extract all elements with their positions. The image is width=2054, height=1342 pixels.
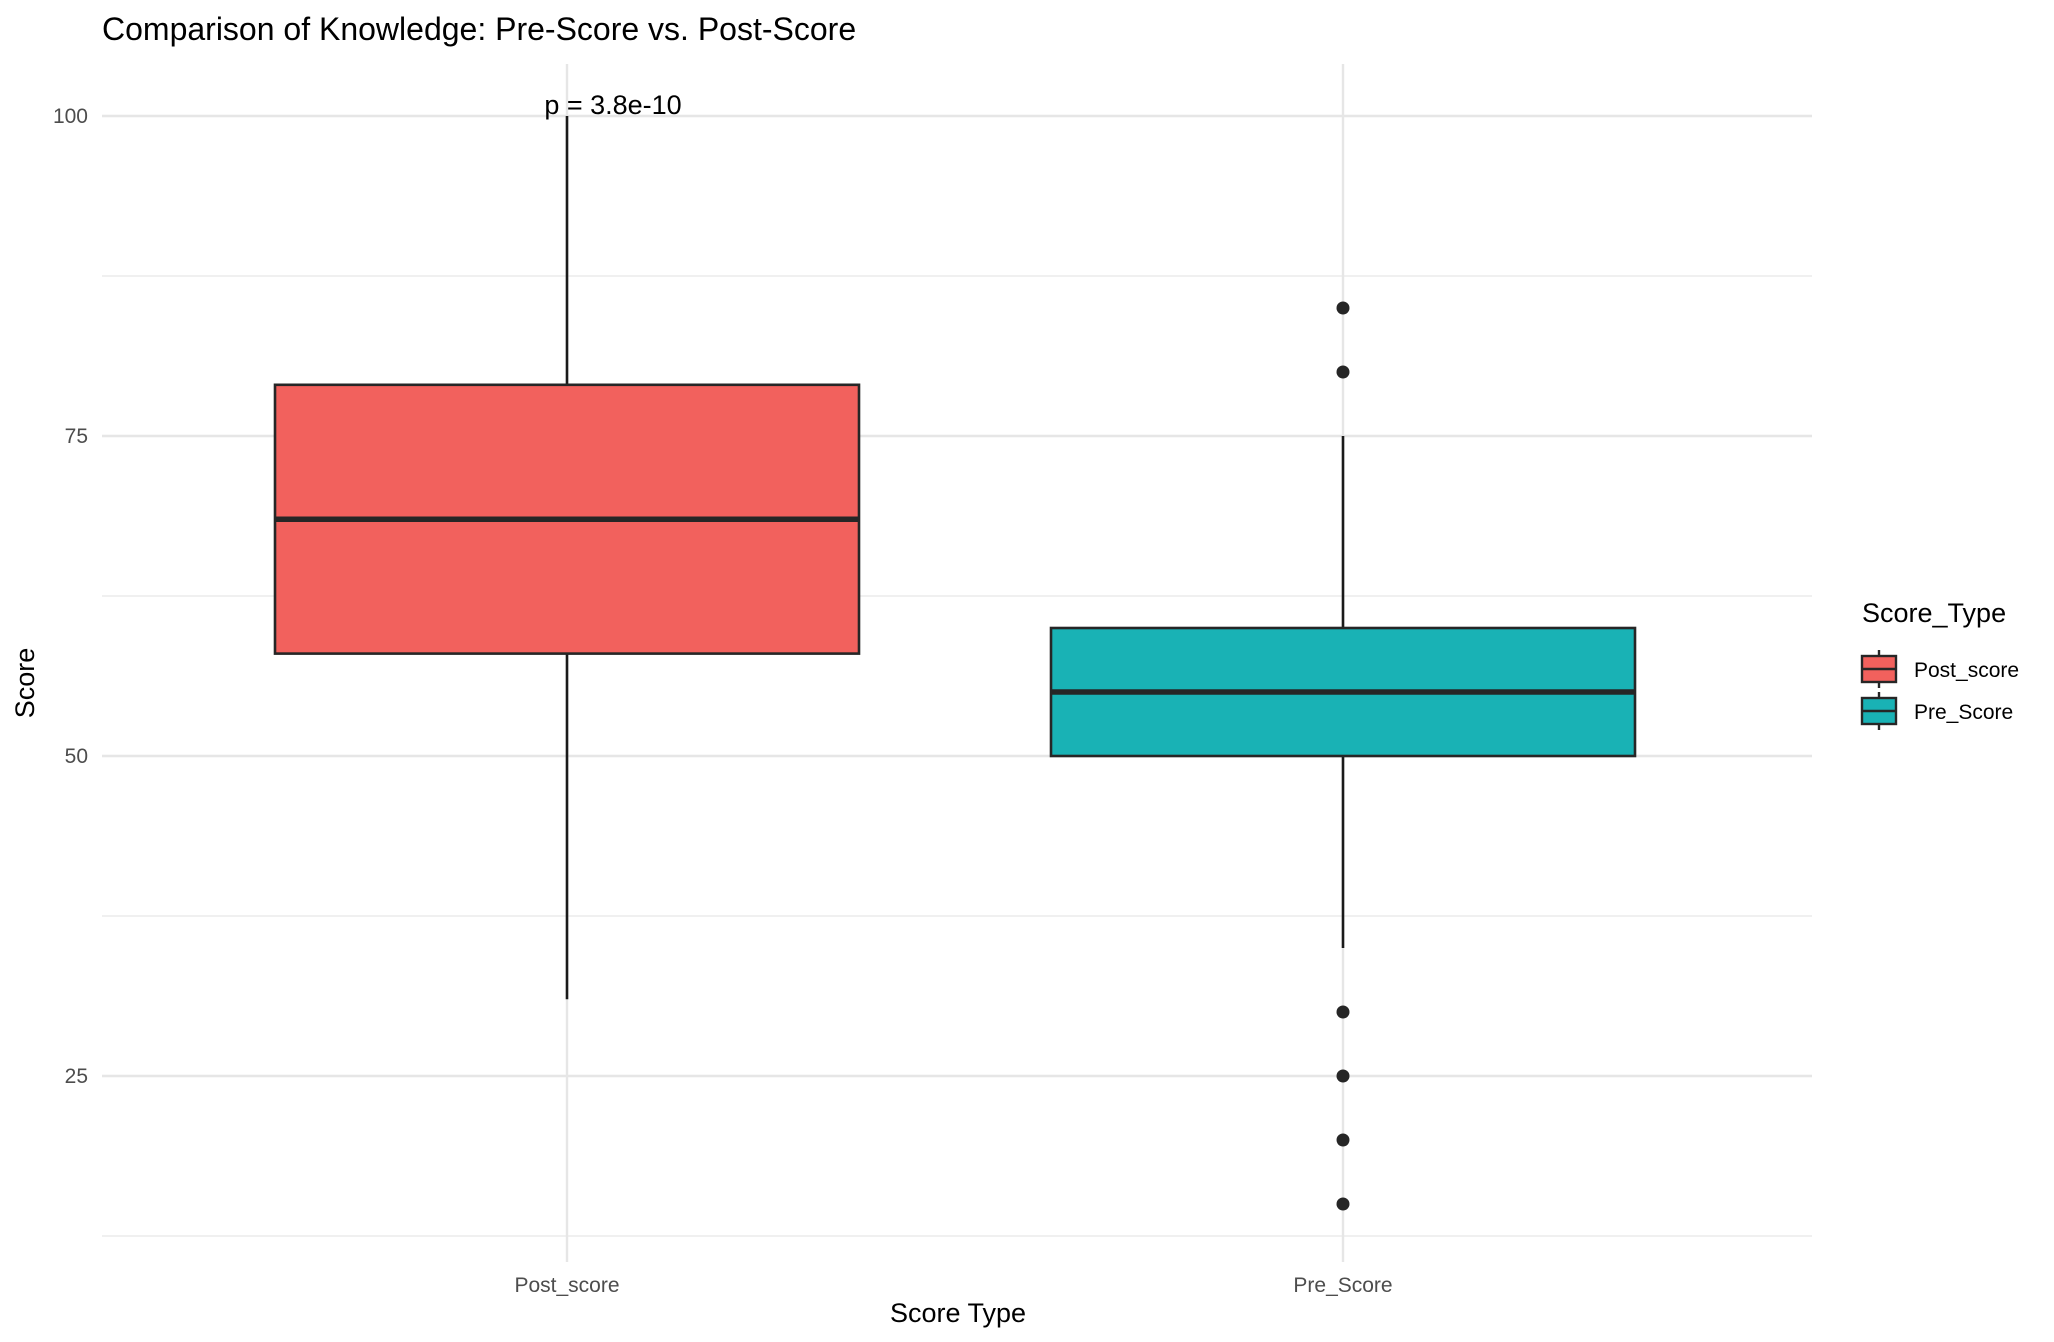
x-axis-label: Score Type <box>890 1298 1026 1328</box>
boxes-layer <box>273 116 1637 1211</box>
x-tick-label: Pre_Score <box>1293 1274 1392 1297</box>
outlier-point <box>1336 365 1350 379</box>
y-tick-label: 25 <box>65 1065 88 1088</box>
y-tick-label: 75 <box>65 425 88 448</box>
outlier-point <box>1336 1197 1350 1211</box>
p-value-annotation: p = 3.8e-10 <box>544 90 681 120</box>
legend: Score_Type Post_score Pre_Score <box>1860 598 2019 730</box>
y-tick-label: 100 <box>53 105 88 128</box>
box-group <box>1049 301 1637 1211</box>
legend-item-label: Post_score <box>1914 659 2019 682</box>
outlier-point <box>1336 1005 1350 1019</box>
x-tick-label: Post_score <box>514 1274 619 1297</box>
legend-item-label: Pre_Score <box>1914 701 2013 724</box>
tick-labels: 25 50 75 100 Post_score Pre_Score <box>53 105 1393 1297</box>
legend-title: Score_Type <box>1862 598 2006 628</box>
outlier-point <box>1336 1069 1350 1083</box>
outlier-point <box>1336 1133 1350 1147</box>
outlier-point <box>1336 301 1350 315</box>
y-axis-label: Score <box>10 648 40 719</box>
box-group <box>273 116 861 1000</box>
y-tick-label: 50 <box>65 745 88 768</box>
chart-title: Comparison of Knowledge: Pre-Score vs. P… <box>102 11 856 47</box>
